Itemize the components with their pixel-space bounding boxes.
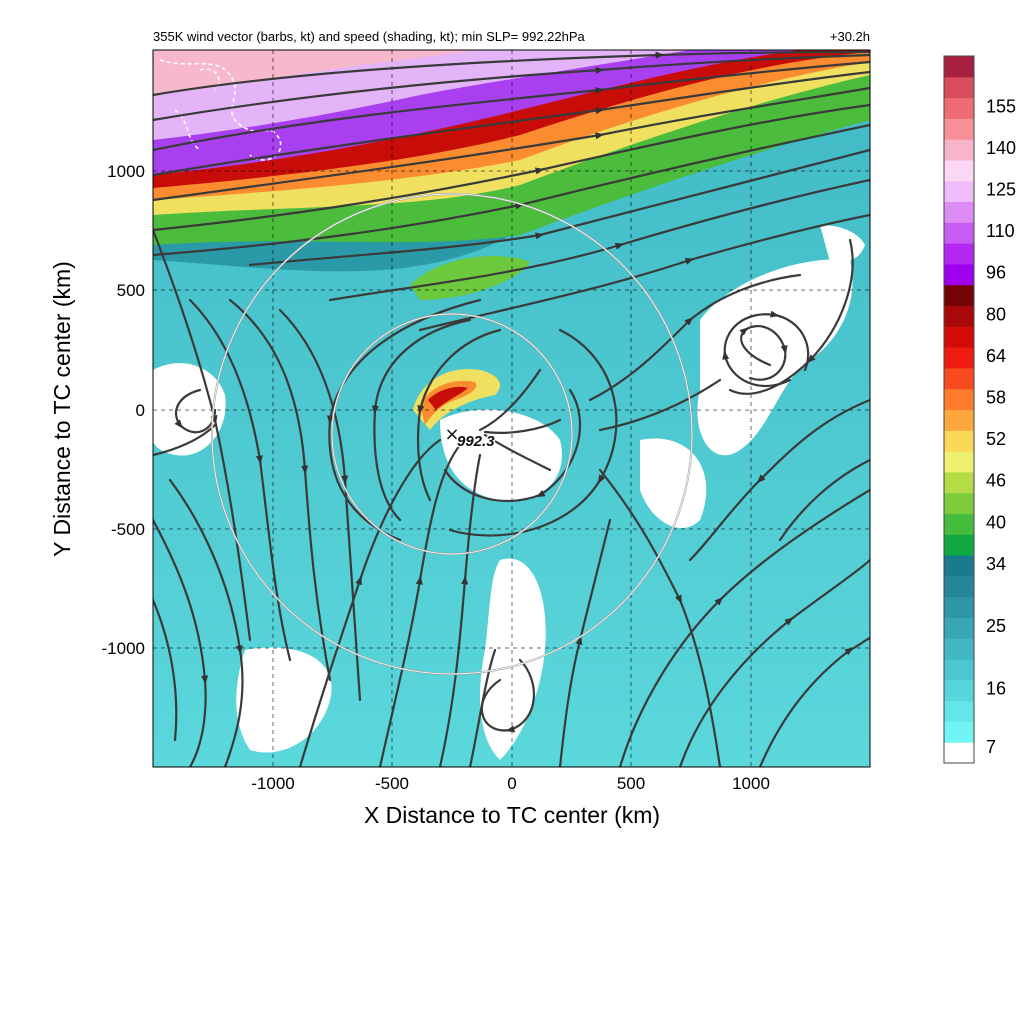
colorbar-swatch	[944, 367, 974, 390]
patch-center	[440, 409, 562, 501]
colorbar-tick-label: 155	[986, 96, 1016, 116]
colorbar-tick-label: 34	[986, 554, 1006, 574]
min-slp-label: 992.3	[457, 433, 495, 450]
colorbar-tick-label: 46	[986, 471, 1006, 491]
colorbar-tick-label: 58	[986, 388, 1006, 408]
colorbar-swatch	[944, 555, 974, 577]
colorbar-tick-label: 125	[986, 180, 1016, 200]
colorbar	[943, 55, 975, 764]
colorbar-swatch	[944, 742, 974, 764]
colorbar-swatch	[944, 139, 974, 161]
colorbar-swatch	[944, 263, 974, 286]
range-rings	[211, 193, 693, 675]
colorbar-swatch	[944, 222, 974, 244]
jet-stream-shading	[153, 50, 870, 300]
y-tick-label: -500	[111, 520, 145, 539]
colorbar-swatch	[944, 596, 974, 618]
colorbar-swatch	[944, 409, 974, 431]
colorbar-swatch	[944, 492, 974, 514]
plot-border	[152, 49, 871, 768]
y-axis-title: Y Distance to TC center (km)	[49, 261, 75, 557]
patch-ne-corner	[820, 225, 865, 263]
y-axis-ticks: 1000 500 0 -500 -1000	[102, 162, 145, 658]
plot-title: 355K wind vector (barbs, kt) and speed (…	[153, 29, 586, 44]
colorbar-tick-label: 16	[986, 679, 1006, 699]
x-axis-title: X Distance to TC center (km)	[364, 802, 660, 828]
colorbar-swatch	[944, 243, 974, 265]
colorbar-swatch	[944, 513, 974, 535]
colorbar-swatch	[944, 659, 974, 681]
y-tick-label: 0	[136, 401, 145, 420]
colorbar-swatch	[944, 76, 974, 99]
colorbar-swatch	[944, 388, 974, 410]
x-tick-label: 500	[617, 774, 645, 793]
colorbar-tick-label: 110	[986, 221, 1015, 241]
colorbar-tick-label: 25	[986, 616, 1006, 636]
x-tick-label: 0	[507, 774, 516, 793]
core-hotspot	[413, 369, 500, 430]
x-tick-label: -1000	[251, 774, 294, 793]
colorbar-swatch	[944, 326, 974, 348]
tc-center-marker: × 992.3	[444, 424, 496, 452]
colorbar-swatch	[944, 118, 974, 140]
colorbar-tick-label: 7	[986, 737, 996, 757]
x-axis-ticks: -1000 -500 0 500 1000	[251, 774, 770, 793]
x-tick-label: -500	[375, 774, 409, 793]
colorbar-tick-label: 140	[986, 138, 1016, 158]
colorbar-swatch	[944, 471, 974, 494]
colorbar-swatch	[944, 180, 974, 203]
colorbar-swatch	[944, 617, 974, 639]
colorbar-swatch	[944, 97, 974, 119]
colorbar-swatch	[944, 700, 974, 722]
y-tick-label: 500	[117, 281, 145, 300]
colorbar-swatch	[944, 305, 974, 327]
center-x-symbol: ×	[444, 424, 459, 445]
colorbar-swatch	[944, 159, 974, 182]
plot-area: × 992.3	[153, 50, 870, 767]
colorbar-swatch	[944, 534, 974, 556]
colorbar-tick-label: 52	[986, 429, 1006, 449]
colorbar-border	[943, 55, 975, 764]
colorbar-swatch	[944, 721, 974, 743]
colorbar-tick-label: 64	[986, 346, 1006, 366]
streamlines	[153, 50, 870, 767]
colorbar-swatch	[944, 201, 974, 223]
coastline	[159, 59, 282, 161]
colorbar-swatch	[944, 575, 974, 598]
colorbar-tick-label: 80	[986, 304, 1006, 324]
colorbar-swatch	[944, 347, 974, 369]
y-tick-label: 1000	[107, 162, 145, 181]
patch-south	[480, 558, 546, 760]
colorbar-swatch	[944, 284, 974, 307]
colorbar-tick-label: 96	[986, 263, 1006, 283]
colorbar-swatch	[944, 451, 974, 473]
x-tick-label: 1000	[732, 774, 770, 793]
colorbar-swatch	[944, 679, 974, 702]
forecast-time: +30.2h	[830, 29, 870, 44]
colorbar-swatch	[944, 638, 974, 660]
colorbar-swatch	[944, 430, 974, 452]
colorbar-labels: 7 16 25 34 40 46 52 58 64 80 96 110 125 140 155	[986, 96, 1016, 757]
y-tick-label: -1000	[102, 639, 145, 658]
patch-southwest	[236, 647, 332, 753]
colorbar-tick-label: 40	[986, 512, 1006, 532]
colorbar-swatch	[944, 56, 974, 78]
